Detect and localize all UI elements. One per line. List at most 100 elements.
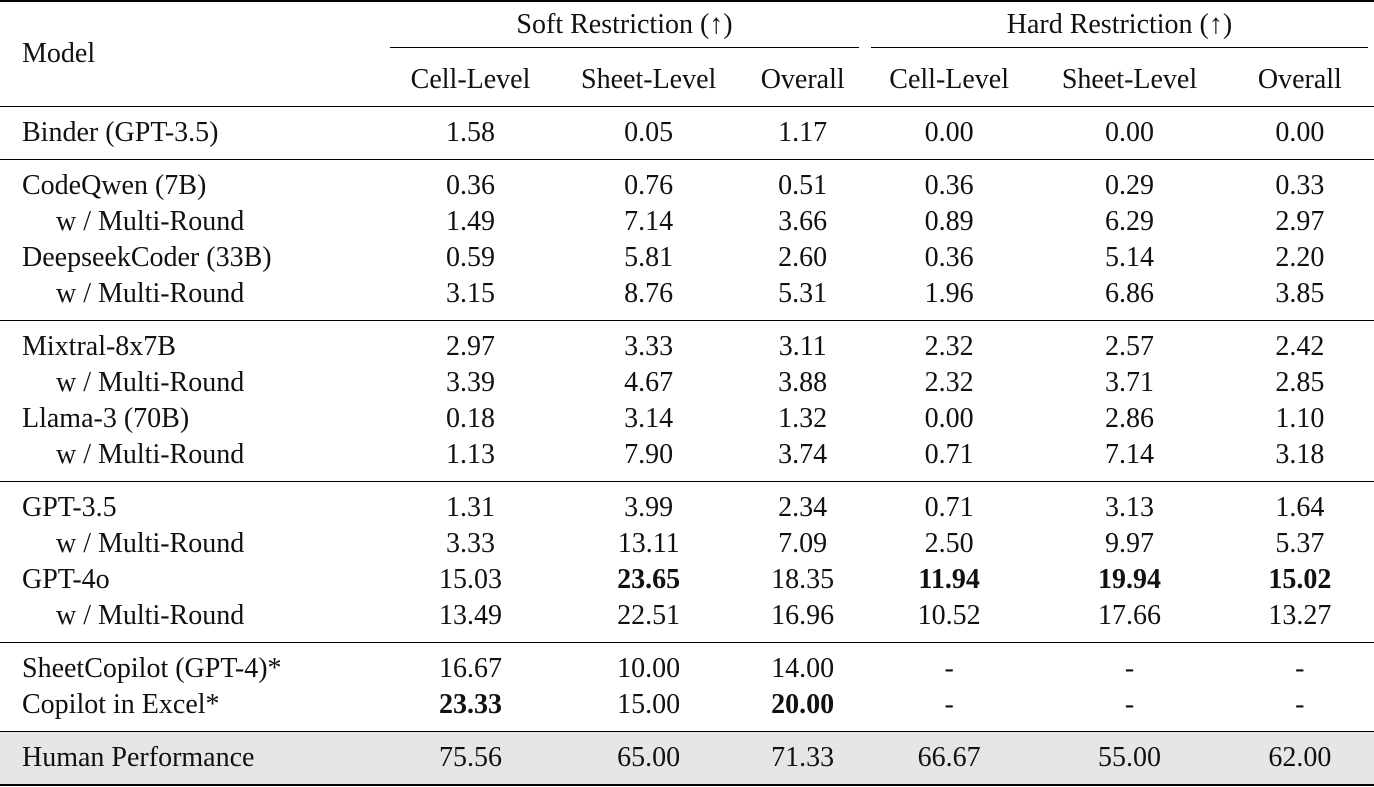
- model-name-cell: GPT-3.5: [0, 481, 385, 526]
- value-cell: 0.59: [446, 242, 496, 273]
- value-cell: 1.49: [446, 206, 496, 237]
- value-cell: 2.97: [384, 320, 557, 365]
- value-cell: -: [1295, 689, 1305, 720]
- model-name-cell: SheetCopilot (GPT-4)*: [0, 642, 385, 687]
- header-row-columns: Cell-Level Sheet-Level Overall Cell-Leve…: [0, 54, 1374, 107]
- column-header: Sheet-Level: [1061, 64, 1198, 95]
- header-row-groups: Model Soft Restriction (↑) Hard Restrict…: [0, 0, 1374, 107]
- column-header: Overall: [760, 64, 845, 95]
- table-row: Llama-3 (70B) 0.18 3.14 1.32 0.00 2.86 1.10: [0, 401, 1374, 437]
- model-name-cell: Binder (GPT-3.5): [0, 106, 385, 160]
- value-cell: -: [1033, 642, 1226, 687]
- model-name-cell: w / Multi-Round: [56, 528, 245, 559]
- value-cell: 5.81: [624, 242, 674, 273]
- value-cell: 2.86: [1105, 403, 1154, 434]
- human-performance-row: Human Performance 75.56 65.00 71.33 66.67 55.…: [0, 731, 1374, 786]
- column-header: Sheet-Level: [581, 64, 717, 95]
- value-cell: 2.42: [1225, 320, 1374, 365]
- value-cell: 8.76: [624, 278, 674, 309]
- value-cell: 14.00: [740, 642, 865, 687]
- value-cell: 2.32: [864, 320, 1034, 365]
- table-row: w / Multi-Round 3.15 8.76 5.31 1.96 6.86 3.85: [0, 276, 1374, 321]
- value-cell: 20.00: [771, 689, 835, 720]
- table-row: w / Multi-Round 3.39 4.67 3.88 2.32 3.71 2.85: [0, 365, 1374, 401]
- value-cell: 5.37: [1275, 528, 1325, 559]
- value-cell: -: [864, 642, 1034, 687]
- value-cell: 10.52: [917, 600, 981, 631]
- value-cell: 0.00: [864, 106, 1034, 160]
- value-cell: 0.89: [924, 206, 974, 237]
- table-row: CodeQwen (7B) 0.36 0.76 0.51 0.36 0.29 0.33: [0, 159, 1374, 204]
- value-cell: 1.13: [446, 439, 496, 470]
- value-cell: 1.64: [1225, 481, 1374, 526]
- value-cell: 0.29: [1033, 159, 1226, 204]
- value-cell: 3.74: [778, 439, 828, 470]
- value-cell: 0.36: [384, 159, 557, 204]
- value-cell: 7.14: [624, 206, 674, 237]
- value-cell: 3.85: [1275, 278, 1325, 309]
- table-row: w / Multi-Round 1.49 7.14 3.66 0.89 6.29 2.97: [0, 204, 1374, 240]
- value-cell: 0.00: [1225, 106, 1374, 160]
- value-cell: 6.29: [1105, 206, 1154, 237]
- value-cell: 5.31: [778, 278, 828, 309]
- table-row: w / Multi-Round 1.13 7.90 3.74 0.71 7.14 3.18: [0, 437, 1374, 482]
- value-cell: 5.14: [1105, 242, 1154, 273]
- model-name-cell: Human Performance: [0, 731, 385, 786]
- value-cell: 2.57: [1033, 320, 1226, 365]
- value-cell: 9.97: [1105, 528, 1154, 559]
- value-cell: 62.00: [1225, 731, 1374, 786]
- value-cell: 0.71: [924, 439, 974, 470]
- model-name-cell: w / Multi-Round: [56, 367, 245, 398]
- value-cell: 13.11: [617, 528, 680, 559]
- table-row: w / Multi-Round 13.49 22.51 16.96 10.52 17.66…: [0, 598, 1374, 643]
- model-column-header: Model: [0, 0, 385, 107]
- model-name-cell: w / Multi-Round: [56, 206, 245, 237]
- table-row: GPT-3.5 1.31 3.99 2.34 0.71 3.13 1.64: [0, 481, 1374, 526]
- model-name-cell: w / Multi-Round: [56, 600, 245, 631]
- value-cell: 2.97: [1275, 206, 1325, 237]
- table-row: Mixtral-8x7B 2.97 3.33 3.11 2.32 2.57 2.42: [0, 320, 1374, 365]
- model-name-cell: GPT-4o: [22, 564, 110, 595]
- value-cell: 2.32: [924, 367, 974, 398]
- value-cell: 3.88: [778, 367, 828, 398]
- value-cell: 55.00: [1033, 731, 1226, 786]
- value-cell: 18.35: [771, 564, 835, 595]
- value-cell: 3.71: [1105, 367, 1154, 398]
- value-cell: 66.67: [864, 731, 1034, 786]
- value-cell: 15.03: [439, 564, 503, 595]
- value-cell: 7.14: [1105, 439, 1154, 470]
- value-cell: 7.90: [624, 439, 674, 470]
- value-cell: 11.94: [918, 564, 980, 595]
- value-cell: 0.33: [1225, 159, 1374, 204]
- value-cell: 0.71: [864, 481, 1034, 526]
- value-cell: 16.67: [384, 642, 557, 687]
- value-cell: 0.18: [446, 403, 496, 434]
- value-cell: 3.33: [446, 528, 496, 559]
- value-cell: 3.33: [556, 320, 741, 365]
- value-cell: 3.15: [446, 278, 496, 309]
- table-row: Binder (GPT-3.5) 1.58 0.05 1.17 0.00 0.00 0.00: [0, 106, 1374, 160]
- soft-restriction-header: Soft Restriction (↑): [384, 0, 865, 54]
- value-cell: 1.31: [384, 481, 557, 526]
- value-cell: 2.34: [740, 481, 865, 526]
- value-cell: 0.00: [1033, 106, 1226, 160]
- value-cell: 0.05: [556, 106, 741, 160]
- value-cell: 16.96: [771, 600, 835, 631]
- value-cell: 15.00: [617, 689, 681, 720]
- table-row: DeepseekCoder (33B) 0.59 5.81 2.60 0.36 5.14 2…: [0, 240, 1374, 276]
- table-row: Copilot in Excel* 23.33 15.00 20.00 - - -: [0, 687, 1374, 732]
- value-cell: 0.51: [740, 159, 865, 204]
- value-cell: 0.36: [864, 159, 1034, 204]
- value-cell: 3.39: [446, 367, 496, 398]
- value-cell: 23.65: [617, 564, 681, 595]
- model-name-cell: Copilot in Excel*: [22, 689, 220, 720]
- value-cell: 0.76: [556, 159, 741, 204]
- value-cell: -: [1124, 689, 1135, 720]
- value-cell: 2.50: [924, 528, 974, 559]
- model-name-cell: Llama-3 (70B): [22, 403, 190, 434]
- value-cell: -: [1225, 642, 1374, 687]
- value-cell: -: [944, 689, 954, 720]
- value-cell: 13.49: [439, 600, 503, 631]
